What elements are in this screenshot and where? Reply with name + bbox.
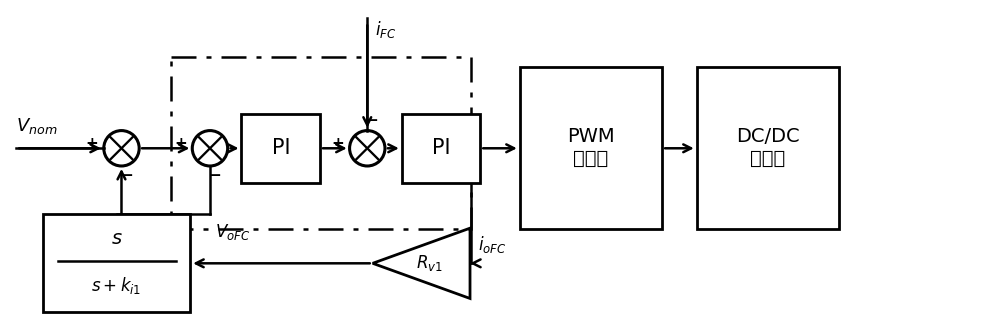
Bar (241, 114, 320, 183)
Text: −: − (209, 168, 221, 183)
Text: +: + (86, 136, 98, 151)
Text: $s$: $s$ (111, 230, 122, 248)
Text: +: + (174, 136, 187, 151)
Text: $s+k_{i1}$: $s+k_{i1}$ (91, 276, 142, 296)
Bar (43, 214, 190, 313)
Text: −: − (120, 168, 133, 183)
Text: $R_{v1}$: $R_{v1}$ (416, 253, 443, 273)
Text: PWM
发生器: PWM 发生器 (567, 127, 615, 168)
Bar (402, 114, 480, 183)
Text: $V_{nom}$: $V_{nom}$ (16, 116, 58, 137)
Text: PI: PI (432, 138, 450, 158)
Text: $V_{oFC}$: $V_{oFC}$ (215, 222, 250, 242)
Bar (520, 67, 662, 229)
Text: PI: PI (272, 138, 290, 158)
Text: DC/DC
变换器: DC/DC 变换器 (736, 127, 800, 168)
Bar (697, 67, 839, 229)
Text: $i_{oFC}$: $i_{oFC}$ (478, 234, 507, 255)
Text: +: + (331, 136, 344, 151)
Text: $i_{FC}$: $i_{FC}$ (375, 19, 397, 41)
Text: −: − (366, 113, 379, 128)
Bar (171, 57, 471, 229)
